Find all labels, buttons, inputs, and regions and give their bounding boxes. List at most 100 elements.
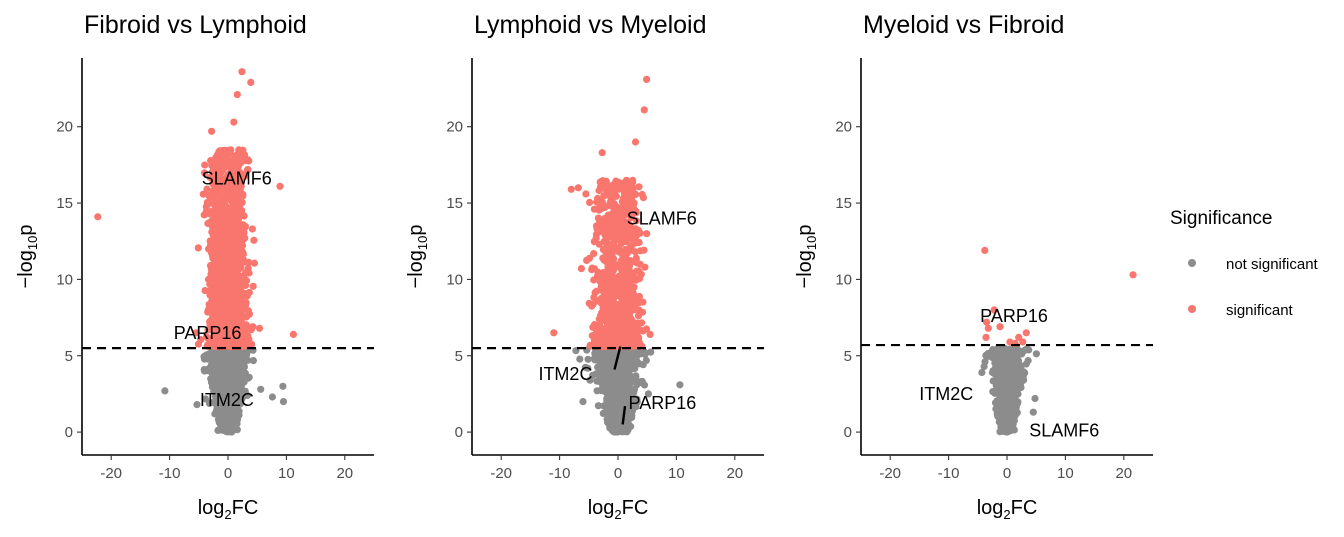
data-point: [999, 380, 1007, 388]
data-point: [1004, 425, 1012, 433]
data-point: [211, 365, 219, 373]
data-point: [590, 293, 598, 301]
point-cloud-significant: [577, 176, 651, 351]
data-point: [215, 303, 223, 311]
gene-label: SLAMF6: [1029, 421, 1099, 441]
data-point: [268, 393, 276, 401]
y-tick-label: 0: [65, 424, 73, 441]
data-point: [94, 213, 102, 221]
data-point: [614, 327, 622, 335]
y-tick-label: 20: [835, 119, 852, 136]
data-point: [639, 298, 647, 306]
data-point: [210, 237, 218, 245]
data-point: [577, 265, 586, 273]
data-point: [244, 356, 252, 364]
data-point: [230, 118, 238, 126]
data-point: [1002, 358, 1010, 367]
panel-title: Myeloid vs Fibroid: [863, 11, 1064, 39]
data-point: [636, 229, 644, 237]
data-point: [242, 313, 250, 321]
data-point: [582, 190, 590, 198]
gene-label: ITM2C: [919, 384, 973, 404]
data-point: [646, 330, 654, 338]
data-point: [208, 127, 216, 135]
data-point: [1025, 346, 1033, 354]
data-point: [1019, 338, 1027, 346]
data-point: [232, 219, 240, 227]
y-tick-label: 15: [446, 195, 463, 212]
x-axis-title: log2FC: [198, 497, 259, 522]
data-point: [230, 394, 238, 402]
data-point: [605, 303, 613, 311]
data-point: [239, 146, 247, 154]
data-point: [220, 223, 228, 231]
data-point: [241, 301, 250, 309]
data-point: [229, 233, 237, 241]
data-point: [624, 315, 633, 323]
data-point: [606, 352, 614, 360]
data-point: [635, 308, 643, 317]
data-point: [205, 199, 213, 207]
data-point: [1008, 398, 1016, 406]
data-point: [633, 381, 641, 389]
data-point: [257, 385, 265, 393]
data-point: [615, 185, 623, 193]
data-point: [233, 91, 241, 99]
data-point: [279, 382, 287, 390]
data-point: [600, 325, 608, 333]
y-axis-title: −log10p: [405, 225, 430, 289]
data-point: [606, 220, 614, 228]
y-tick-label: 0: [455, 424, 463, 441]
y-tick-label: 0: [844, 424, 852, 441]
data-point: [212, 203, 220, 211]
data-point: [223, 379, 231, 387]
data-point: [599, 245, 607, 254]
data-point: [200, 355, 209, 363]
data-point: [249, 282, 257, 290]
data-point: [584, 355, 592, 363]
x-tick-label: 20: [336, 465, 353, 482]
data-point: [626, 295, 634, 303]
data-point: [235, 253, 243, 261]
data-point: [219, 267, 227, 275]
data-point: [217, 310, 225, 318]
data-point: [245, 373, 253, 381]
data-point: [219, 372, 227, 380]
data-point: [233, 426, 241, 434]
data-point: [636, 339, 644, 347]
data-point: [981, 246, 989, 254]
data-point: [255, 324, 264, 332]
gene-label: PARP16: [980, 306, 1048, 326]
legend: Significance not significant significant: [1170, 208, 1319, 319]
data-point: [618, 309, 626, 317]
data-point: [623, 250, 631, 258]
x-axis-title: log2FC: [977, 497, 1038, 522]
panel-title: Fibroid vs Lymphoid: [84, 11, 307, 39]
data-point: [219, 386, 227, 394]
data-point: [231, 388, 239, 397]
data-point: [999, 419, 1007, 427]
data-point: [599, 335, 607, 343]
data-point: [567, 185, 575, 193]
data-point: [219, 195, 227, 203]
y-axis-title: −log10p: [15, 225, 40, 289]
data-point: [588, 266, 596, 274]
data-point: [638, 190, 646, 199]
data-point: [222, 253, 230, 261]
data-point: [616, 337, 624, 345]
data-point: [608, 279, 616, 287]
data-point: [219, 365, 227, 373]
data-point: [199, 190, 207, 198]
data-point: [607, 411, 615, 419]
data-point: [629, 241, 637, 249]
data-point: [207, 286, 215, 294]
y-tick-label: 10: [56, 271, 73, 288]
data-point: [238, 68, 246, 76]
data-point: [594, 214, 603, 222]
data-point: [1031, 394, 1039, 403]
point-cloud-significant: [194, 146, 258, 351]
data-point: [231, 416, 239, 424]
data-point: [250, 236, 258, 244]
data-point: [625, 309, 633, 317]
